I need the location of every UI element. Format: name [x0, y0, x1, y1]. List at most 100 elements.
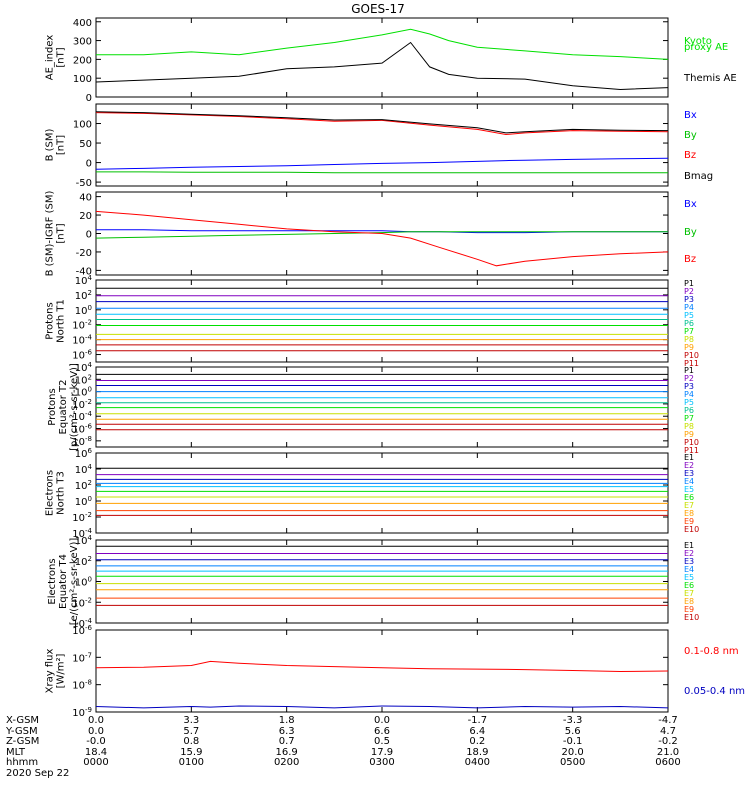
panel-frame [95, 103, 669, 187]
y-tick-label: 400 [73, 18, 92, 29]
y-tick-label: 40 [79, 193, 92, 204]
legend-entry: P10 [684, 438, 699, 447]
legend-entry: P4 [684, 303, 694, 312]
x-row-value: 5.7 [183, 726, 199, 737]
x-row-value: 1.8 [279, 715, 295, 726]
x-row-value: -0.1 [563, 736, 583, 747]
legend-entry: P8 [684, 335, 694, 344]
y-axis-label: Equator T2 [58, 380, 69, 435]
legend-entry: E3 [684, 557, 694, 566]
legend-entry: E2 [684, 549, 694, 558]
x-row-value: 0.2 [469, 736, 485, 747]
chart-title: GOES-17 [351, 2, 405, 16]
legend-entry: 0.05-0.4 nm [684, 686, 745, 697]
y-axis-label: [nT] [56, 223, 67, 243]
legend-entry: Themis AE [683, 73, 737, 84]
y-tick-label: 104 [75, 274, 93, 287]
legend-entry: Bz [684, 150, 696, 161]
legend-entry: E5 [684, 573, 694, 582]
legend-entry: P10 [684, 351, 699, 360]
legend-entry: Bz [684, 254, 696, 265]
x-row-value: 0.8 [183, 736, 199, 747]
x-row-value: 15.9 [180, 747, 202, 758]
y-tick-label: 104 [75, 463, 93, 476]
y-tick-label: 10-2 [72, 596, 92, 609]
panel-7: 10-4 10-2 100 102 104 Electrons Equator T4 [e/(… [47, 534, 699, 630]
legend-entry: P5 [684, 398, 694, 407]
y-axis-label: [W/m²] [56, 653, 67, 688]
legend-entry: By [684, 227, 697, 238]
y-axis-label: [e/(cm²-s-sr-keV)] [69, 538, 80, 626]
x-row-value: 18.9 [466, 747, 488, 758]
y-tick-label: 104 [75, 534, 93, 547]
x-row-value: -0.2 [658, 736, 678, 747]
y-tick-label: 20 [79, 211, 92, 222]
y-tick-label: 100 [73, 74, 92, 85]
y-axis-label: Xray flux [45, 649, 56, 694]
legend-entry: E2 [684, 461, 694, 470]
series-line [95, 111, 669, 134]
x-row-value: 16.9 [276, 747, 298, 758]
x-row-value: 18.4 [85, 747, 107, 758]
y-axis-label: Electrons [47, 558, 58, 604]
y-tick-label: 10-2 [72, 511, 92, 524]
x-row-label: hhmm [6, 757, 38, 768]
y-tick-label: 10-4 [72, 334, 92, 347]
legend-entry: E7 [684, 501, 694, 510]
y-tick-label: 10-4 [72, 527, 92, 540]
x-row-value: -4.7 [658, 715, 678, 726]
panel-frame [95, 452, 669, 534]
y-tick-label: 10-2 [72, 398, 92, 411]
legend-entry: P11 [684, 359, 699, 368]
y-tick-label: 100 [75, 576, 92, 589]
panel-frame [95, 17, 669, 98]
legend-entry: P2 [684, 374, 694, 383]
x-row-value: 20.0 [562, 747, 584, 758]
legend-entry: E4 [684, 477, 694, 486]
legend-entry: E8 [684, 597, 694, 606]
x-row-value: -0.0 [86, 736, 106, 747]
legend-entry: P6 [684, 319, 694, 328]
y-tick-label: 102 [75, 373, 92, 386]
y-tick-label: 10-4 [72, 617, 92, 630]
legend-entry: P3 [684, 382, 694, 391]
y-tick-label: 102 [75, 555, 92, 568]
series-line [96, 28, 669, 60]
series-line [96, 171, 668, 174]
legend-entry: Bx [684, 199, 697, 210]
series-line [95, 231, 668, 239]
legend-entry: E1 [684, 541, 694, 550]
legend-entry: P1 [684, 366, 694, 375]
y-axis-label: [nT] [56, 135, 67, 155]
x-row-label: Z-GSM [6, 736, 39, 747]
legend-entry: E9 [684, 605, 694, 614]
x-row-value: 0100 [179, 757, 204, 768]
y-tick-label: 10-2 [72, 319, 92, 332]
x-row-value: 0.0 [88, 715, 104, 726]
y-axis-label: [nT] [56, 47, 67, 67]
legend-entry: Bx [684, 110, 697, 121]
y-tick-label: 106 [75, 447, 93, 460]
legend-entry: E1 [684, 453, 694, 462]
y-tick-label: 10-9 [72, 706, 92, 719]
y-tick-label: 200 [73, 55, 92, 66]
series-line [95, 660, 669, 673]
panel-4: 10-6 10-4 10-2 100 102 104 Protons North T1 P1P2… [45, 274, 700, 368]
panel-2: -50 0 50 100 B (SM) [nT] Bx By Bz Bmag [45, 103, 713, 189]
y-tick-label: 0 [86, 230, 92, 241]
series-line [95, 112, 669, 136]
legend-entry: P7 [684, 414, 694, 423]
y-tick-label: 10-8 [72, 435, 92, 448]
y-tick-label: 0 [86, 93, 92, 104]
x-row-value: 5.6 [565, 726, 581, 737]
series-line [95, 41, 669, 91]
legend-entry: E8 [684, 509, 694, 518]
x-row-value: 0.0 [88, 726, 104, 737]
legend-entry: P4 [684, 390, 694, 399]
series-line [95, 210, 669, 267]
y-tick-label: -20 [76, 248, 92, 259]
x-row-value: 0.7 [279, 736, 295, 747]
